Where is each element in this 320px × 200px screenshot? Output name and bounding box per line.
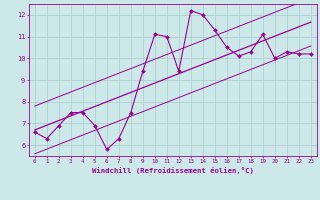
X-axis label: Windchill (Refroidissement éolien,°C): Windchill (Refroidissement éolien,°C) bbox=[92, 167, 254, 174]
